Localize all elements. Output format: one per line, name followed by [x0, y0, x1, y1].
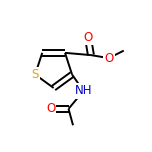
Text: O: O — [104, 52, 113, 65]
Text: O: O — [46, 102, 55, 115]
Text: O: O — [83, 31, 93, 44]
Text: S: S — [31, 68, 39, 81]
Text: NH: NH — [75, 84, 92, 97]
